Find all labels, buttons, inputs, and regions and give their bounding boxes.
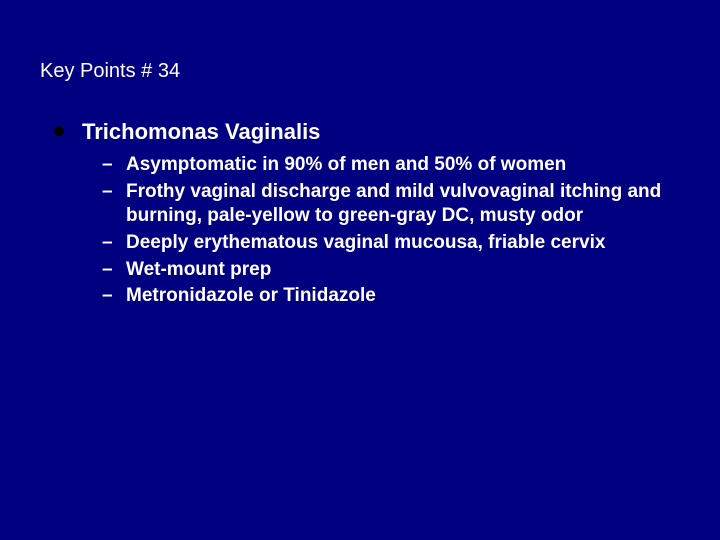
list-item: – Metronidazole or Tinidazole xyxy=(102,284,680,309)
dash-icon: – xyxy=(102,284,114,309)
sub-item-text: Deeply erythematous vaginal mucousa, fri… xyxy=(126,231,680,256)
dash-icon: – xyxy=(102,180,114,205)
slide-title: Key Points # 34 xyxy=(40,60,680,83)
sub-item-text: Wet-mount prep xyxy=(126,258,680,283)
dash-icon: – xyxy=(102,258,114,283)
sub-item-text: Frothy vaginal discharge and mild vulvov… xyxy=(126,180,680,229)
slide-container: Key Points # 34 Trichomonas Vaginalis – … xyxy=(0,0,720,540)
sub-item-text: Asymptomatic in 90% of men and 50% of wo… xyxy=(126,153,680,178)
bullet-dot-icon xyxy=(54,126,64,136)
list-item: – Wet-mount prep xyxy=(102,258,680,283)
dash-icon: – xyxy=(102,231,114,256)
main-heading: Trichomonas Vaginalis xyxy=(82,119,320,145)
sub-item-text: Metronidazole or Tinidazole xyxy=(126,284,680,309)
list-item: – Deeply erythematous vaginal mucousa, f… xyxy=(102,231,680,256)
main-bullet: Trichomonas Vaginalis xyxy=(54,119,680,145)
list-item: – Frothy vaginal discharge and mild vulv… xyxy=(102,180,680,229)
sub-list: – Asymptomatic in 90% of men and 50% of … xyxy=(102,153,680,309)
dash-icon: – xyxy=(102,153,114,178)
list-item: – Asymptomatic in 90% of men and 50% of … xyxy=(102,153,680,178)
